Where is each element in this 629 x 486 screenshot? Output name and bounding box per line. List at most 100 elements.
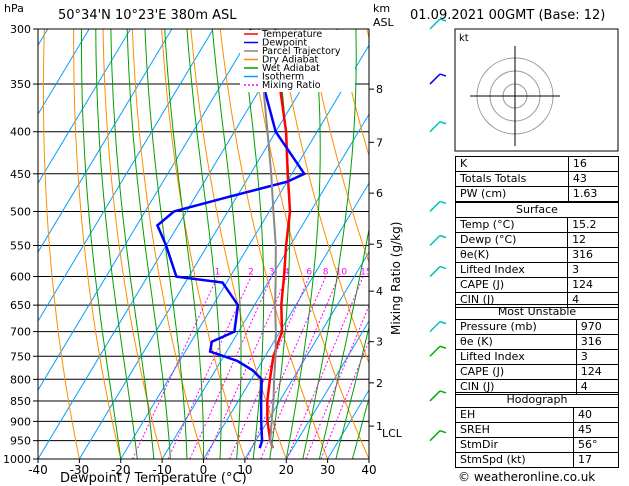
x-tick-label: 20	[279, 463, 294, 477]
legend-label: Dry Adiabat	[262, 55, 319, 66]
hodograph-panel: kt	[454, 28, 619, 152]
isotherm	[244, 251, 369, 459]
legend-box	[240, 30, 355, 92]
station-location: 50°34'N 10°23'E 380m ASL	[58, 8, 237, 23]
p-tick-label: 750	[10, 350, 31, 363]
forecast-datetime: 01.09.2021 00GMT (Base: 12)	[410, 8, 606, 23]
p-tick-label: 650	[10, 299, 31, 312]
wind-barbs	[429, 18, 447, 442]
idx-label: Lifted Index	[455, 349, 577, 365]
wet-adiabat	[211, 29, 242, 459]
km-tick-label: 8	[376, 83, 383, 96]
mixing-ratio-label: 3	[269, 268, 275, 278]
p-tick-label: 600	[10, 271, 31, 284]
surface-title: Surface	[455, 202, 619, 218]
wind-barb	[429, 18, 441, 30]
wind-barb	[429, 200, 441, 212]
wind-barb	[429, 73, 441, 85]
idx-value: 3	[575, 349, 620, 365]
dry-adiabat	[278, 29, 369, 365]
p-tick-label: 850	[10, 395, 31, 408]
idx-label: PW (cm)	[455, 186, 569, 202]
wind-barb	[429, 121, 441, 133]
stability-indices-table: K 16 Totals Totals 43 PW (cm) 1.63	[455, 156, 620, 202]
surface-table: Surface Temp (°C) 15.2 Dewp (°C) 12 θe(K) 3…	[454, 202, 619, 308]
height-unit-label: km	[373, 2, 391, 15]
idx-value: 56°	[573, 437, 619, 453]
idx-value: 3	[567, 262, 619, 278]
isotherm	[0, 29, 6, 459]
wind-barb-flag	[439, 234, 447, 239]
idx-label: EH	[455, 407, 574, 423]
idx-value: 124	[575, 364, 620, 380]
wind-barb-flag	[439, 73, 447, 77]
dry-adiabat	[190, 29, 287, 459]
legend-label: Dewpoint	[262, 38, 307, 49]
wet-adiabat	[164, 29, 204, 459]
x-tick-label: -30	[70, 463, 90, 477]
idx-label: θe (K)	[455, 334, 577, 350]
km-tick-label: 6	[376, 187, 383, 200]
lcl-label: LCL	[382, 427, 403, 440]
wet-adiabat	[285, 29, 321, 459]
wind-barb	[429, 390, 441, 402]
isotherm	[38, 29, 297, 459]
x-tick-label: 30	[320, 463, 335, 477]
wind-barb-flag	[439, 390, 447, 394]
x-tick-label: 40	[361, 463, 376, 477]
series-line-dewpoint	[155, 29, 307, 449]
wet-adiabat	[335, 325, 369, 459]
p-tick-label: 400	[10, 126, 31, 139]
idx-label: θe(K)	[454, 247, 569, 263]
wind-barb	[429, 234, 441, 247]
wind-barb-flag	[439, 345, 447, 349]
wind-barb-flag	[439, 200, 447, 205]
x-tick-label: 0	[200, 463, 208, 477]
hodograph-frame	[454, 28, 619, 152]
mixing-ratio-label: 6	[306, 268, 312, 278]
p-tick-label: 1000	[3, 453, 31, 466]
isotherm	[161, 113, 369, 459]
mixing-ratio-line	[246, 276, 327, 459]
wet-adiabat	[110, 29, 155, 459]
isotherm	[38, 29, 90, 116]
wind-barb-flag	[439, 265, 447, 270]
wet-adiabat	[186, 29, 222, 459]
p-tick-label: 700	[10, 326, 31, 339]
x-axis-label: Dewpoint / Temperature (°C)	[60, 471, 247, 486]
wet-adiabat	[318, 226, 369, 459]
series-line-parcel-trajectory	[257, 29, 277, 449]
idx-value: 17	[573, 452, 619, 468]
idx-label: Temp (°C)	[454, 217, 569, 233]
wet-adiabat	[95, 29, 138, 459]
dry-adiabat	[131, 29, 204, 459]
most-unstable-table: Most Unstable Pressure (mb) 970 θe (K) 316…	[455, 304, 620, 395]
idx-value: 40	[573, 407, 619, 423]
p-tick-label: 900	[10, 415, 31, 428]
idx-label: Pressure (mb)	[455, 319, 577, 335]
mixing-ratio-label: 15	[360, 268, 371, 278]
legend-label: Isotherm	[262, 72, 304, 83]
wind-barb-flag	[439, 429, 447, 434]
dry-adiabat	[337, 29, 369, 158]
hodograph-title: Hodograph	[455, 392, 619, 408]
idx-label: K	[455, 156, 569, 172]
wind-barb-flag	[439, 320, 447, 325]
mixing-ratio-label: 4	[284, 268, 290, 278]
isotherm	[38, 29, 131, 185]
x-tick-label: -10	[152, 463, 172, 477]
mixing-ratio-line	[132, 276, 219, 459]
idx-label: SREH	[455, 422, 574, 438]
wet-adiabat	[302, 29, 357, 459]
mixing-ratio-line	[167, 276, 252, 459]
dry-adiabat	[42, 29, 80, 459]
legend-label: Temperature	[261, 29, 322, 40]
isotherm	[120, 44, 369, 459]
mixing-ratio-axis-label: Mixing Ratio (g/kg)	[389, 222, 403, 335]
idx-label: CAPE (J)	[455, 364, 577, 380]
idx-value: 45	[573, 422, 619, 438]
idx-label: Dewp (°C)	[454, 232, 569, 248]
p-tick-label: 300	[10, 23, 31, 36]
km-tick-label: 3	[376, 336, 383, 349]
